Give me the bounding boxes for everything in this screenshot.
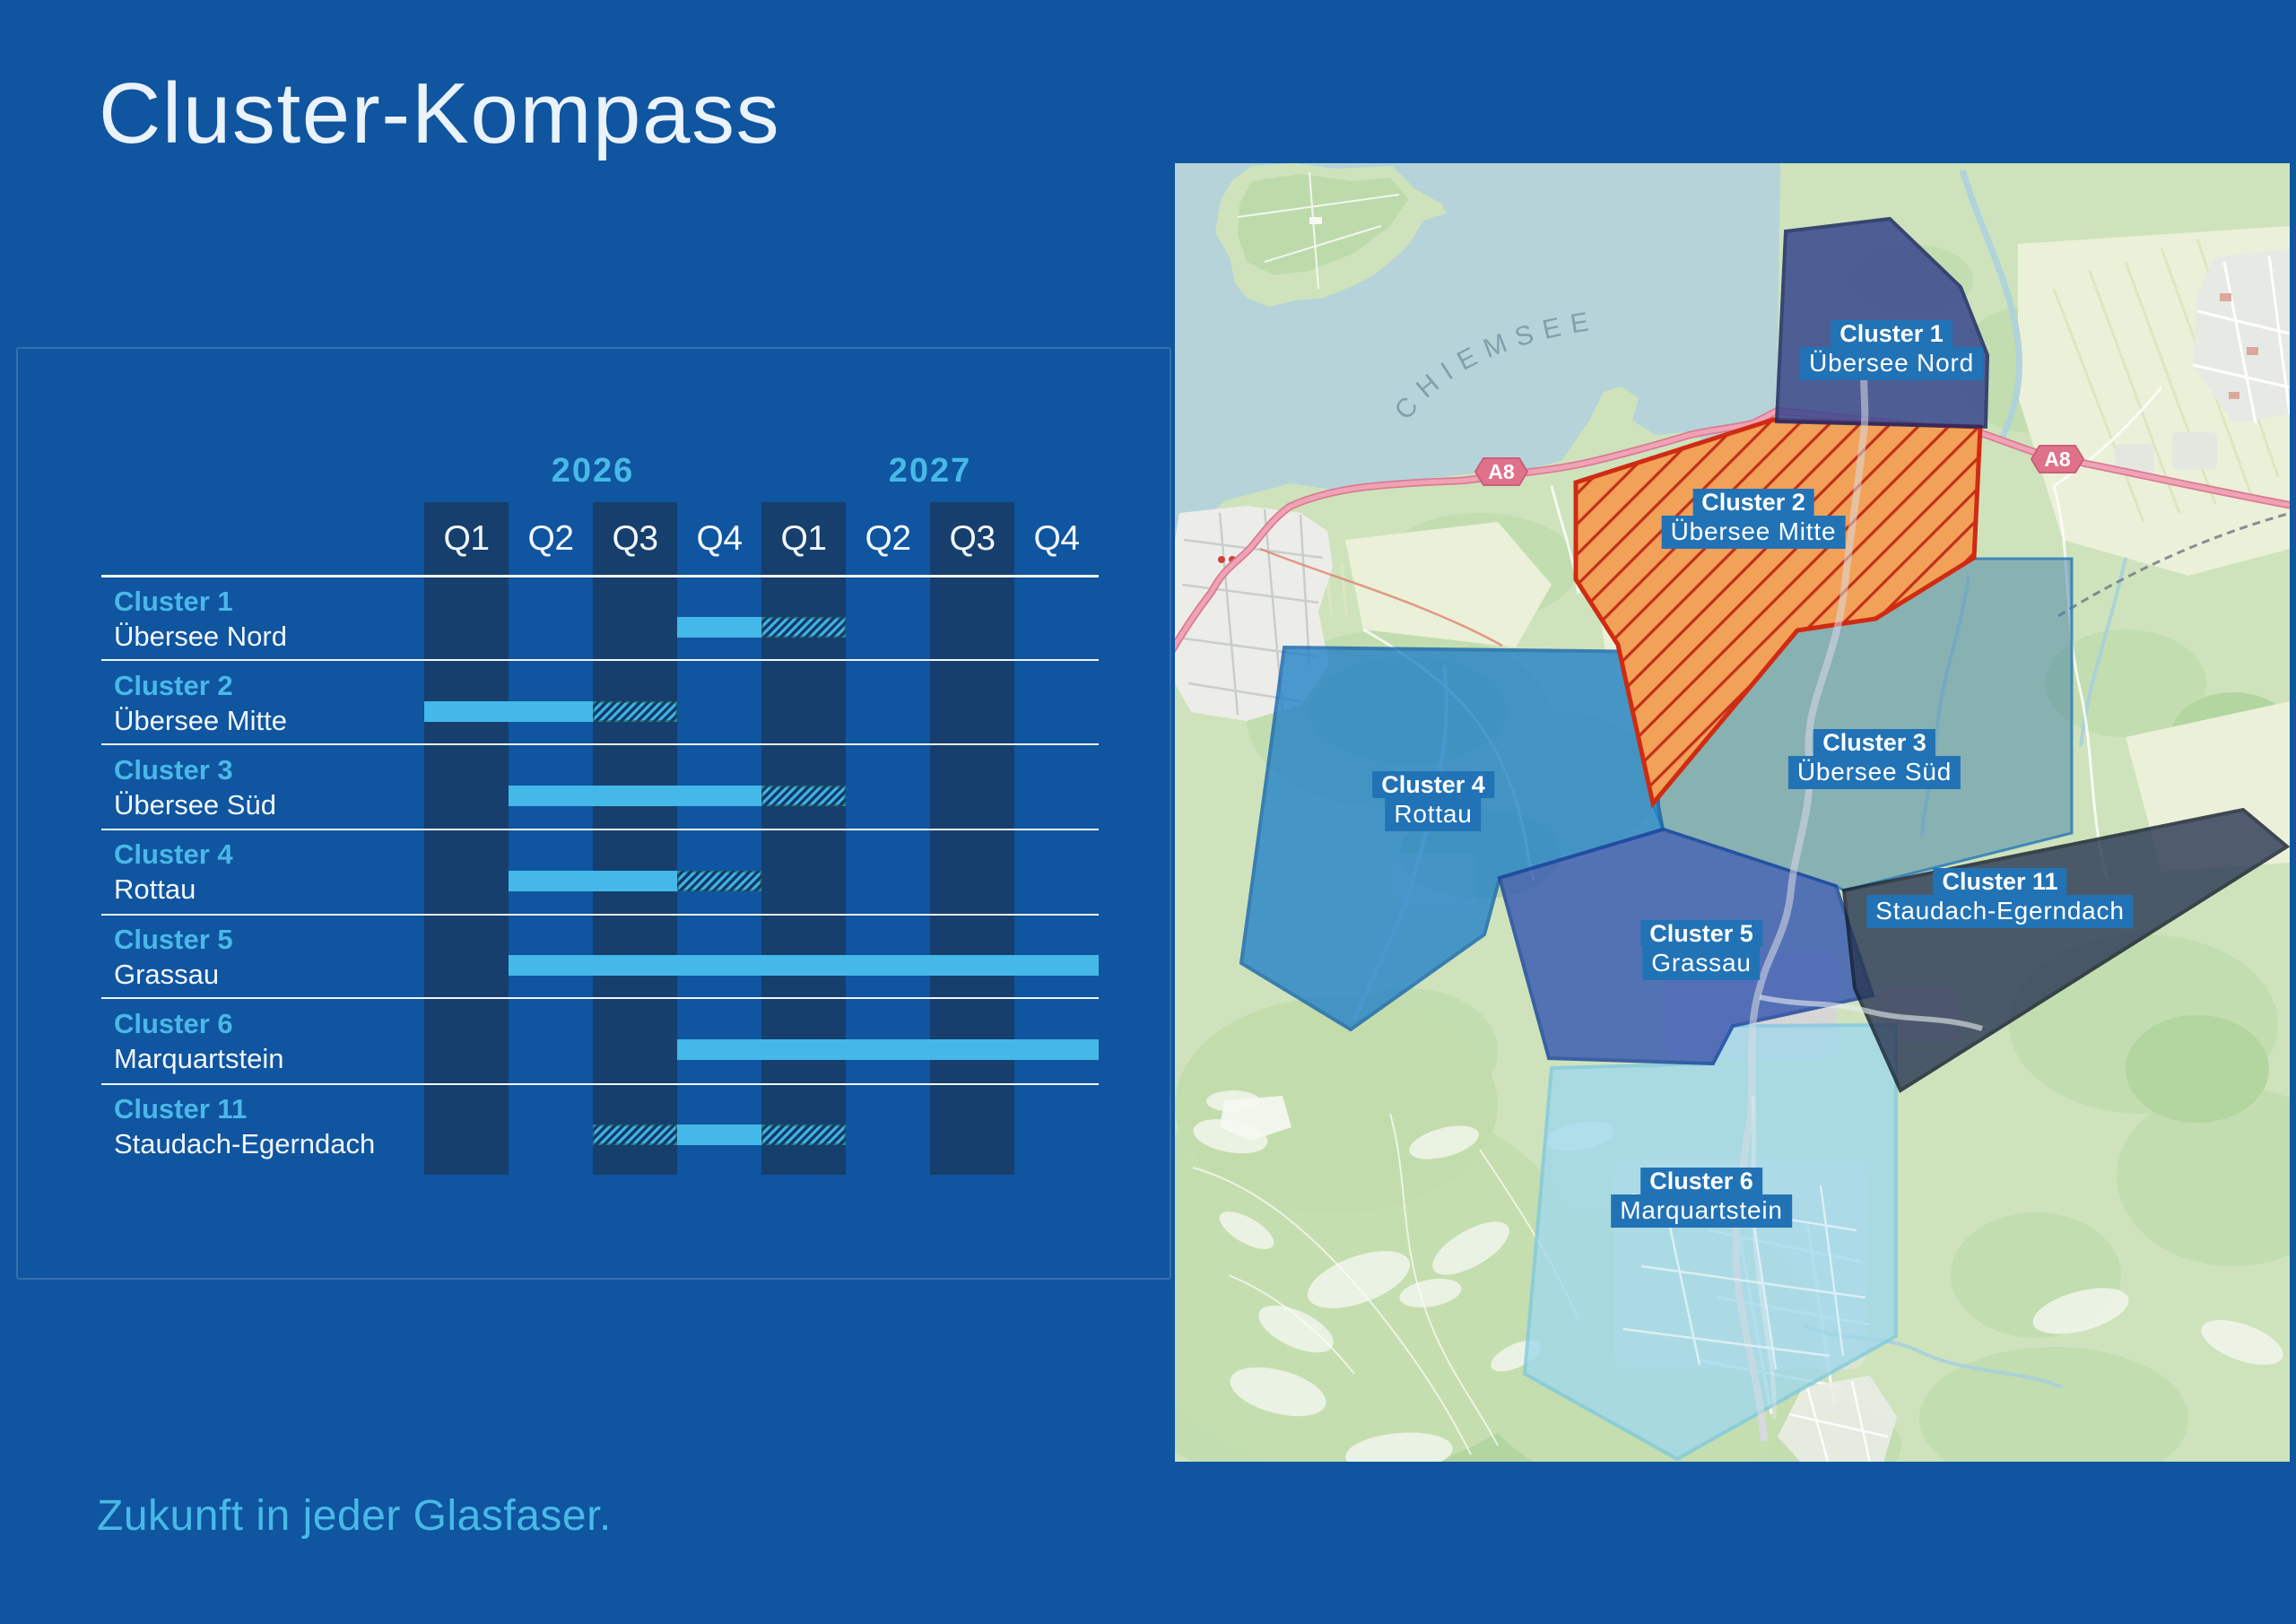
svg-text:A8: A8 — [2044, 447, 2071, 471]
svg-text:A8: A8 — [1488, 460, 1515, 483]
